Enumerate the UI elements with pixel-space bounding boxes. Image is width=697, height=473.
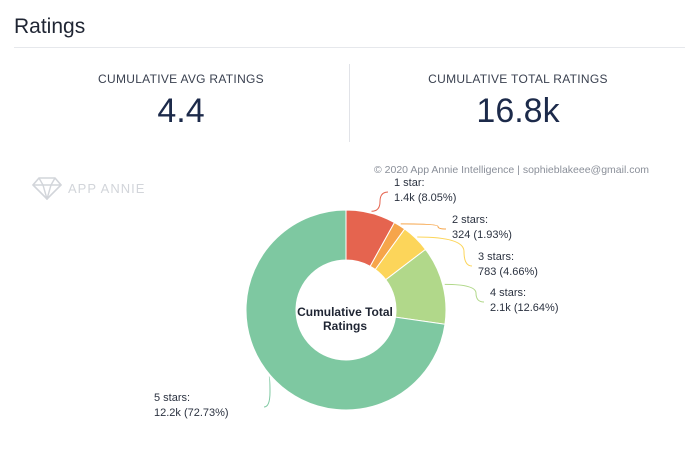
slice-label-value-1: 1.4k (8.05%) <box>394 192 456 204</box>
center-label-line-1: Cumulative Total <box>297 305 393 319</box>
connector-2-star <box>401 224 446 229</box>
slice-label-value-5: 12.2k (72.73%) <box>154 407 229 419</box>
slice-label-name-4: 4 stars: <box>490 287 526 299</box>
slice-label-name-5: 5 stars: <box>154 392 190 404</box>
slice-label-name-2: 2 stars: <box>452 214 488 226</box>
connector-4-star <box>445 284 484 302</box>
slice-label-value-4: 2.1k (12.64%) <box>490 302 558 314</box>
center-label-line-2: Ratings <box>323 319 367 333</box>
connector-5-star <box>264 377 270 407</box>
slice-label-value-2: 324 (1.93%) <box>452 229 512 241</box>
ratings-donut-chart: 1 star: 1.4k (8.05%) 2 stars: 324 (1.93%) 3 … <box>0 0 697 473</box>
slice-label-value-3: 783 (4.66%) <box>478 266 538 278</box>
connector-1-star <box>372 192 388 211</box>
slice-label-name-3: 3 stars: <box>478 251 514 263</box>
slice-label-name-1: 1 star: <box>394 177 425 189</box>
